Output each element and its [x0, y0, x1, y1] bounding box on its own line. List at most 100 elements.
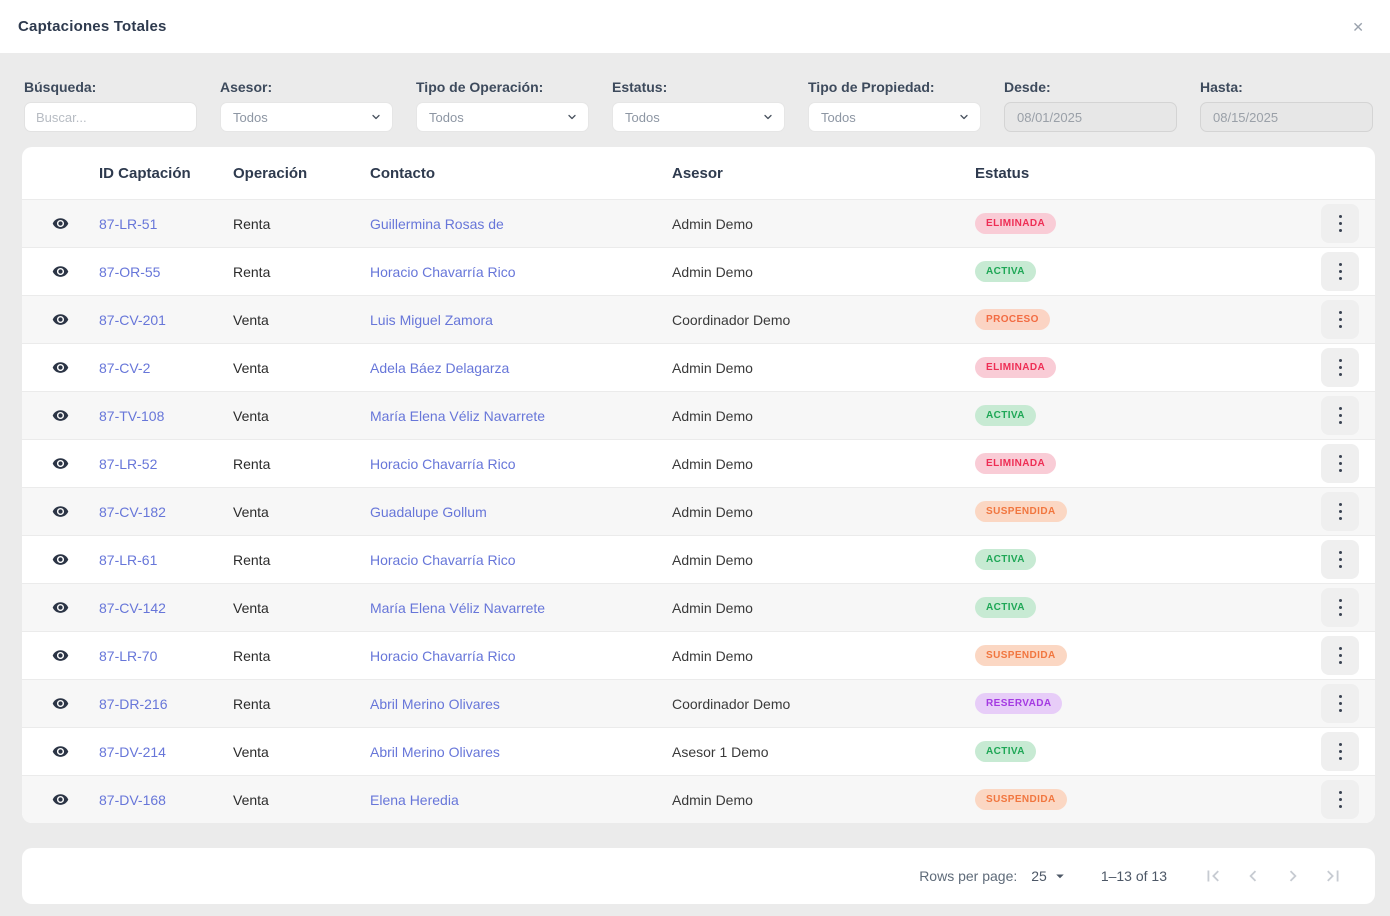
captacion-id-link[interactable]: 87-CV-201	[99, 311, 166, 328]
asesor-cell: Admin Demo	[672, 263, 753, 280]
tipo-operacion-select-value: Todos	[429, 109, 464, 125]
contacto-link[interactable]: Luis Miguel Zamora	[370, 311, 493, 328]
filter-asesor: Asesor: Todos	[220, 79, 393, 132]
view-button[interactable]	[48, 259, 73, 284]
close-icon[interactable]: ✕	[1348, 16, 1368, 38]
kebab-menu-button[interactable]	[1321, 780, 1359, 819]
kebab-menu-button[interactable]	[1321, 204, 1359, 243]
captacion-id-link[interactable]: 87-CV-142	[99, 599, 166, 616]
column-header-operacion: Operación	[233, 164, 308, 182]
captacion-id-link[interactable]: 87-LR-52	[99, 455, 158, 472]
captacion-id-link[interactable]: 87-CV-2	[99, 359, 151, 376]
eye-icon	[52, 650, 69, 661]
status-badge: ACTIVA	[975, 741, 1036, 762]
desde-date-input[interactable]: 08/01/2025	[1004, 102, 1177, 132]
hasta-date-input[interactable]: 08/15/2025	[1200, 102, 1373, 132]
captacion-id-link[interactable]: 87-DV-214	[99, 743, 166, 760]
contacto-link[interactable]: Horacio Chavarría Rico	[370, 551, 516, 568]
kebab-vertical-icon	[1338, 599, 1342, 602]
search-input[interactable]	[24, 102, 197, 132]
eye-icon	[52, 506, 69, 517]
kebab-menu-button[interactable]	[1321, 684, 1359, 723]
kebab-menu-button[interactable]	[1321, 252, 1359, 291]
eye-icon	[52, 554, 69, 565]
table-row: 87-DV-168 Venta Elena Heredia Admin Demo…	[22, 775, 1375, 823]
kebab-menu-button[interactable]	[1321, 636, 1359, 675]
view-button[interactable]	[48, 787, 73, 812]
status-badge: ACTIVA	[975, 549, 1036, 570]
contacto-link[interactable]: Adela Báez Delagarza	[370, 359, 510, 376]
column-header-contacto: Contacto	[370, 164, 435, 182]
estatus-select[interactable]: Todos	[612, 102, 785, 132]
tipo-propiedad-select-value: Todos	[821, 109, 856, 125]
view-button[interactable]	[48, 643, 73, 668]
kebab-menu-button[interactable]	[1321, 300, 1359, 339]
tipo-operacion-label: Tipo de Operación:	[416, 79, 544, 95]
contacto-link[interactable]: María Elena Véliz Navarrete	[370, 407, 546, 424]
chevron-down-icon	[568, 114, 576, 120]
next-page-button[interactable]	[1273, 856, 1313, 896]
contacto-link[interactable]: Abril Merino Olivares	[370, 695, 500, 712]
kebab-menu-button[interactable]	[1321, 732, 1359, 771]
kebab-menu-button[interactable]	[1321, 492, 1359, 531]
asesor-select[interactable]: Todos	[220, 102, 393, 132]
previous-page-button[interactable]	[1233, 856, 1273, 896]
status-badge: ACTIVA	[975, 261, 1036, 282]
view-button[interactable]	[48, 355, 73, 380]
captacion-id-link[interactable]: 87-LR-51	[99, 215, 158, 232]
kebab-menu-button[interactable]	[1321, 540, 1359, 579]
asesor-cell: Admin Demo	[672, 215, 753, 232]
asesor-cell: Admin Demo	[672, 599, 753, 616]
captacion-id-link[interactable]: 87-TV-108	[99, 407, 165, 424]
filter-desde: Desde: 08/01/2025	[1004, 79, 1177, 132]
captacion-id-link[interactable]: 87-LR-70	[99, 647, 158, 664]
tipo-propiedad-select[interactable]: Todos	[808, 102, 981, 132]
view-button[interactable]	[48, 403, 73, 428]
view-button[interactable]	[48, 739, 73, 764]
captacion-id-link[interactable]: 87-CV-182	[99, 503, 166, 520]
kebab-vertical-icon	[1338, 455, 1342, 458]
first-page-button[interactable]	[1193, 856, 1233, 896]
view-button[interactable]	[48, 451, 73, 476]
contacto-link[interactable]: María Elena Véliz Navarrete	[370, 599, 546, 616]
last-page-button[interactable]	[1313, 856, 1353, 896]
kebab-menu-button[interactable]	[1321, 348, 1359, 387]
contacto-link[interactable]: Horacio Chavarría Rico	[370, 647, 516, 664]
eye-icon	[52, 602, 69, 613]
view-button[interactable]	[48, 691, 73, 716]
contacto-link[interactable]: Elena Heredia	[370, 791, 459, 808]
hasta-label: Hasta:	[1200, 79, 1243, 95]
contacto-link[interactable]: Horacio Chavarría Rico	[370, 455, 516, 472]
eye-icon	[52, 794, 69, 805]
contacto-link[interactable]: Guillermina Rosas de	[370, 215, 504, 232]
status-badge: RESERVADA	[975, 693, 1063, 714]
captacion-id-link[interactable]: 87-DV-168	[99, 791, 166, 808]
view-button[interactable]	[48, 499, 73, 524]
view-button[interactable]	[48, 547, 73, 572]
arrow-drop-down-icon	[1056, 874, 1064, 879]
chevron-right-icon	[1289, 870, 1297, 882]
status-badge: PROCESO	[975, 309, 1050, 330]
kebab-vertical-icon	[1338, 263, 1342, 266]
view-button[interactable]	[48, 595, 73, 620]
table-row: 87-DR-216 Renta Abril Merino Olivares Co…	[22, 679, 1375, 727]
operacion-cell: Renta	[233, 215, 271, 232]
contacto-link[interactable]: Horacio Chavarría Rico	[370, 263, 516, 280]
filter-busqueda: Búsqueda:	[24, 79, 197, 132]
contacto-link[interactable]: Abril Merino Olivares	[370, 743, 500, 760]
tipo-operacion-select[interactable]: Todos	[416, 102, 589, 132]
captacion-id-link[interactable]: 87-OR-55	[99, 263, 161, 280]
captacion-id-link[interactable]: 87-LR-61	[99, 551, 158, 568]
status-badge: SUSPENDIDA	[975, 789, 1067, 810]
eye-icon	[52, 362, 69, 373]
captacion-id-link[interactable]: 87-DR-216	[99, 695, 168, 712]
rows-per-page-select[interactable]: 25	[1031, 867, 1069, 885]
kebab-menu-button[interactable]	[1321, 588, 1359, 627]
kebab-menu-button[interactable]	[1321, 396, 1359, 435]
view-button[interactable]	[48, 211, 73, 236]
contacto-link[interactable]: Guadalupe Gollum	[370, 503, 487, 520]
kebab-menu-button[interactable]	[1321, 444, 1359, 483]
column-header-estatus: Estatus	[975, 164, 1030, 182]
view-button[interactable]	[48, 307, 73, 332]
asesor-cell: Admin Demo	[672, 407, 753, 424]
